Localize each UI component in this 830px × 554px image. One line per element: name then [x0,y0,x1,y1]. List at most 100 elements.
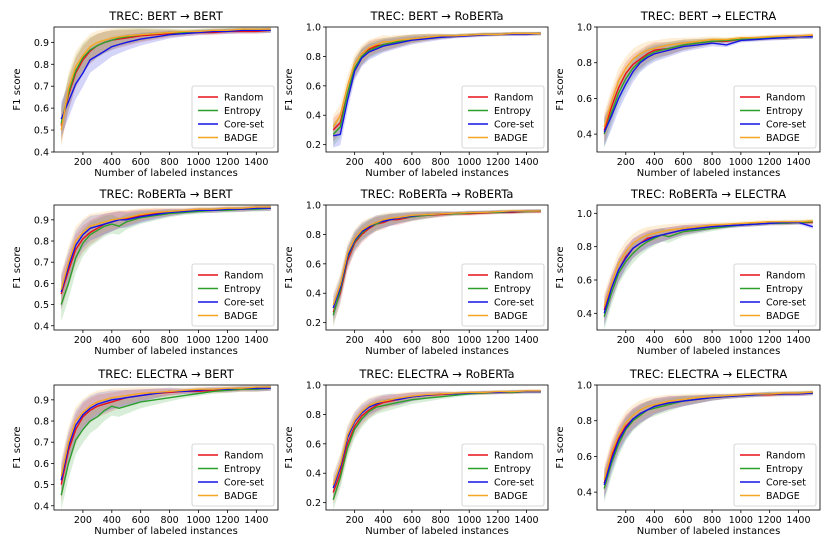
panel-5: TREC: RoBERTa → RoBERTa 200 400 600 800 1000 1… [284,187,549,357]
y-tick-label: 1.0 [306,381,321,392]
legend-label-badge: BADGE [224,491,258,502]
y-tick-label: 0.7 [34,258,49,269]
x-tick-label: 400 [374,515,392,526]
x-tick-label: 800 [432,335,450,346]
x-tick-label: 400 [645,515,663,526]
y-tick-label: 0.6 [577,452,592,463]
series-line-core-set [603,221,813,314]
x-tick-label: 400 [374,335,392,346]
y-tick-label: 0.6 [306,259,321,270]
y-tick-label: 0.8 [306,410,321,421]
legend-box [733,443,817,507]
panel-8: TREC: ELECTRA → RoBERTa 200 400 600 800 1000 1… [284,367,549,537]
y-tick-label: 0.4 [34,148,49,159]
x-tick-label: 1400 [244,157,268,168]
x-tick-label: 200 [346,157,364,168]
legend-label-random: Random [494,271,533,282]
x-tick-label: 200 [74,515,92,526]
panel-title: TREC: ELECTRA → ELECTRA [629,367,788,381]
y-axis-label: F1 score [284,246,295,288]
x-tick-label: 800 [432,157,450,168]
x-tick-label: 200 [74,157,92,168]
panel-3: TREC: BERT → ELECTRA 200 400 600 800 1000 1200… [555,9,821,179]
legend-label-entropy: Entropy [766,106,803,117]
x-tick-label: 400 [645,157,663,168]
x-axis-label: Number of labeled instances [94,346,238,357]
x-tick-label: 200 [74,335,92,346]
y-tick-label: 1.0 [577,381,592,392]
legend: Random Entropy Core-set BADGE [733,263,817,327]
x-tick-label: 600 [132,335,150,346]
x-tick-label: 1400 [514,157,538,168]
y-axis-label: F1 score [555,68,566,110]
x-axis-label: Number of labeled instances [94,526,238,537]
x-tick-label: 600 [403,335,421,346]
y-tick-label: 0.4 [577,130,592,141]
x-tick-label: 800 [161,157,179,168]
series-line-badge [332,210,541,306]
series-line-badge [332,390,541,486]
series-line-badge [60,206,271,290]
x-axis-label: Number of labeled instances [365,526,509,537]
x-tick-label: 800 [703,515,721,526]
plot-frame [596,204,821,331]
series-line-badge [332,32,541,128]
series-line-core-set [60,29,271,120]
legend-label-random: Random [766,271,805,282]
y-axis-label: F1 score [555,426,566,468]
series-line-entropy [603,36,813,135]
y-tick-label: 0.8 [34,417,49,428]
legend-box [191,443,275,507]
y-tick-label: 0.8 [34,60,49,71]
panel-9: TREC: ELECTRA → ELECTRA 200 400 600 800 1000 1… [555,367,821,537]
panel-title: TREC: BERT → ELECTRA [640,9,777,23]
x-axis-label: Number of labeled instances [94,168,238,179]
x-tick-label: 200 [346,515,364,526]
legend-label-entropy: Entropy [494,284,531,295]
series-line-badge [60,28,271,131]
y-tick-label: 0.4 [306,111,321,122]
x-tick-label: 1000 [186,157,210,168]
series-line-core-set [60,387,271,481]
x-tick-label: 1000 [186,515,210,526]
x-tick-label: 1000 [457,335,481,346]
series-line-badge [603,34,813,128]
y-tick-label: 0.6 [577,94,592,105]
legend: Random Entropy Core-set BADGE [191,443,275,507]
series-line-badge [60,386,271,477]
y-tick-label: 0.6 [34,459,49,470]
legend: Random Entropy Core-set BADGE [461,85,545,149]
legend-box [461,443,545,507]
x-tick-label: 1200 [486,157,510,168]
x-tick-label: 1200 [486,515,510,526]
y-tick-label: 0.2 [306,140,321,151]
panel-title: TREC: RoBERTa → ELECTRA [630,187,786,201]
x-tick-label: 600 [403,515,421,526]
plot-frame [596,26,821,153]
x-tick-label: 1200 [758,157,782,168]
x-tick-label: 600 [674,515,692,526]
y-tick-label: 0.7 [34,82,49,93]
legend-label-entropy: Entropy [494,106,531,117]
panel-4: TREC: RoBERTa → BERT 200 400 600 800 1000 1200… [12,187,279,357]
y-tick-label: 0.2 [306,318,321,329]
legend-label-core-set: Core-set [766,478,806,489]
x-tick-label: 400 [103,515,121,526]
y-tick-label: 1.0 [306,201,321,212]
legend-label-entropy: Entropy [224,284,261,295]
series-band-core-set [61,27,271,137]
legend-label-core-set: Core-set [224,120,264,131]
y-tick-label: 0.4 [577,309,592,320]
legend-label-badge: BADGE [766,133,800,144]
x-tick-label: 1000 [457,157,481,168]
x-tick-label: 1400 [244,515,268,526]
x-axis-label: Number of labeled instances [637,526,781,537]
x-tick-label: 200 [346,335,364,346]
x-tick-label: 1400 [786,335,810,346]
plot-frame [325,384,549,511]
legend: Random Entropy Core-set BADGE [191,85,275,149]
x-tick-label: 1200 [215,335,239,346]
y-tick-label: 0.6 [34,104,49,115]
legend-label-entropy: Entropy [766,284,803,295]
panel-title: TREC: BERT → RoBERTa [369,9,503,23]
